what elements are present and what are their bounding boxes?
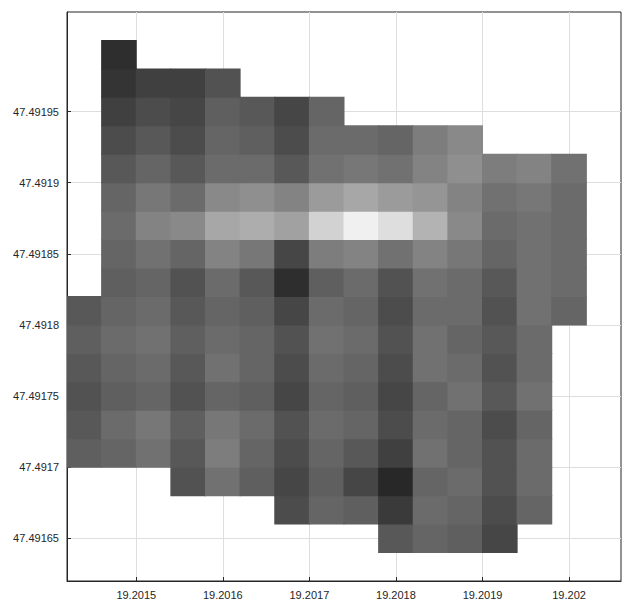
svg-text:47.49195: 47.49195 <box>13 106 59 118</box>
svg-text:47.4917: 47.4917 <box>19 461 59 473</box>
svg-text:47.4919: 47.4919 <box>19 177 59 189</box>
svg-text:19.202: 19.202 <box>552 589 586 601</box>
svg-text:47.49185: 47.49185 <box>13 248 59 260</box>
svg-text:19.2018: 19.2018 <box>376 589 416 601</box>
svg-text:19.2017: 19.2017 <box>289 589 329 601</box>
svg-text:19.2016: 19.2016 <box>203 589 243 601</box>
svg-text:47.49165: 47.49165 <box>13 532 59 544</box>
svg-text:19.2019: 19.2019 <box>463 589 503 601</box>
svg-text:19.2015: 19.2015 <box>116 589 156 601</box>
svg-text:47.49175: 47.49175 <box>13 390 59 402</box>
svg-text:47.4918: 47.4918 <box>19 319 59 331</box>
